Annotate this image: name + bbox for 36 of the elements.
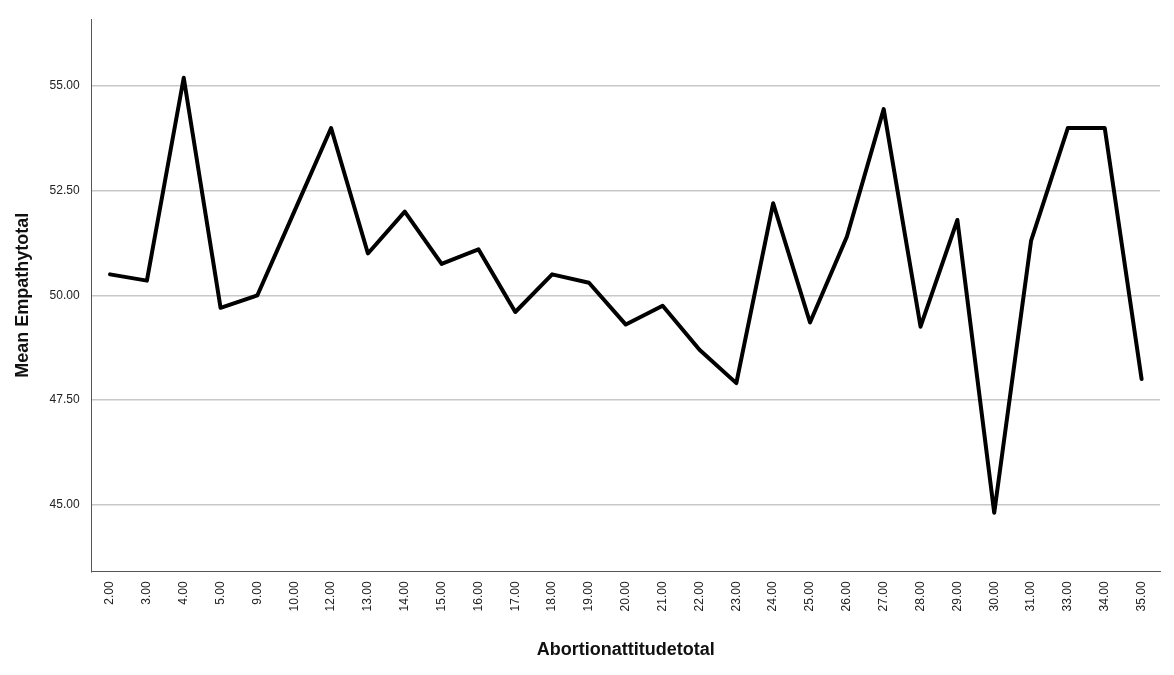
x-tick-label: 4.00 <box>176 581 191 605</box>
x-tick-label: 15.00 <box>433 581 448 612</box>
x-tick-label: 24.00 <box>765 581 780 612</box>
x-tick-label: 10.00 <box>286 581 301 612</box>
x-tick-label: 22.00 <box>691 581 706 612</box>
x-axis-title: Abortionattitudetotal <box>536 639 715 660</box>
y-tick-label: 45.00 <box>49 496 80 511</box>
x-tick-label: 34.00 <box>1097 581 1112 612</box>
x-tick-label: 35.00 <box>1133 581 1148 612</box>
x-tick-label: 16.00 <box>470 581 485 612</box>
x-tick-label: 25.00 <box>802 581 817 612</box>
x-tick-label: 30.00 <box>986 581 1001 612</box>
x-tick-label: 5.00 <box>212 581 227 605</box>
y-tick-label: 50.00 <box>49 287 80 302</box>
x-tick-label: 20.00 <box>618 581 633 612</box>
x-tick-label: 9.00 <box>249 581 264 605</box>
x-tick-label: 27.00 <box>876 581 891 612</box>
y-axis-title: Mean Empathytotal <box>11 212 32 378</box>
x-tick-label: 31.00 <box>1023 581 1038 612</box>
x-tick-label: 2.00 <box>102 581 117 605</box>
x-tick-label: 17.00 <box>507 581 522 612</box>
x-tick-label: 26.00 <box>839 581 854 612</box>
x-tick-label: 19.00 <box>581 581 596 612</box>
x-tick-label: 3.00 <box>139 581 154 605</box>
x-tick-label: 23.00 <box>728 581 743 612</box>
x-tick-label: 14.00 <box>397 581 412 612</box>
x-tick-label: 12.00 <box>323 581 338 612</box>
y-tick-label: 55.00 <box>49 78 80 93</box>
y-tick-label: 47.50 <box>49 392 80 407</box>
y-tick-label: 52.50 <box>49 183 80 198</box>
x-tick-label: 33.00 <box>1060 581 1075 612</box>
x-tick-label: 13.00 <box>360 581 375 612</box>
x-tick-label: 18.00 <box>544 581 559 612</box>
x-tick-label: 28.00 <box>912 581 927 612</box>
x-tick-label: 21.00 <box>654 581 669 612</box>
x-tick-label: 29.00 <box>949 581 964 612</box>
